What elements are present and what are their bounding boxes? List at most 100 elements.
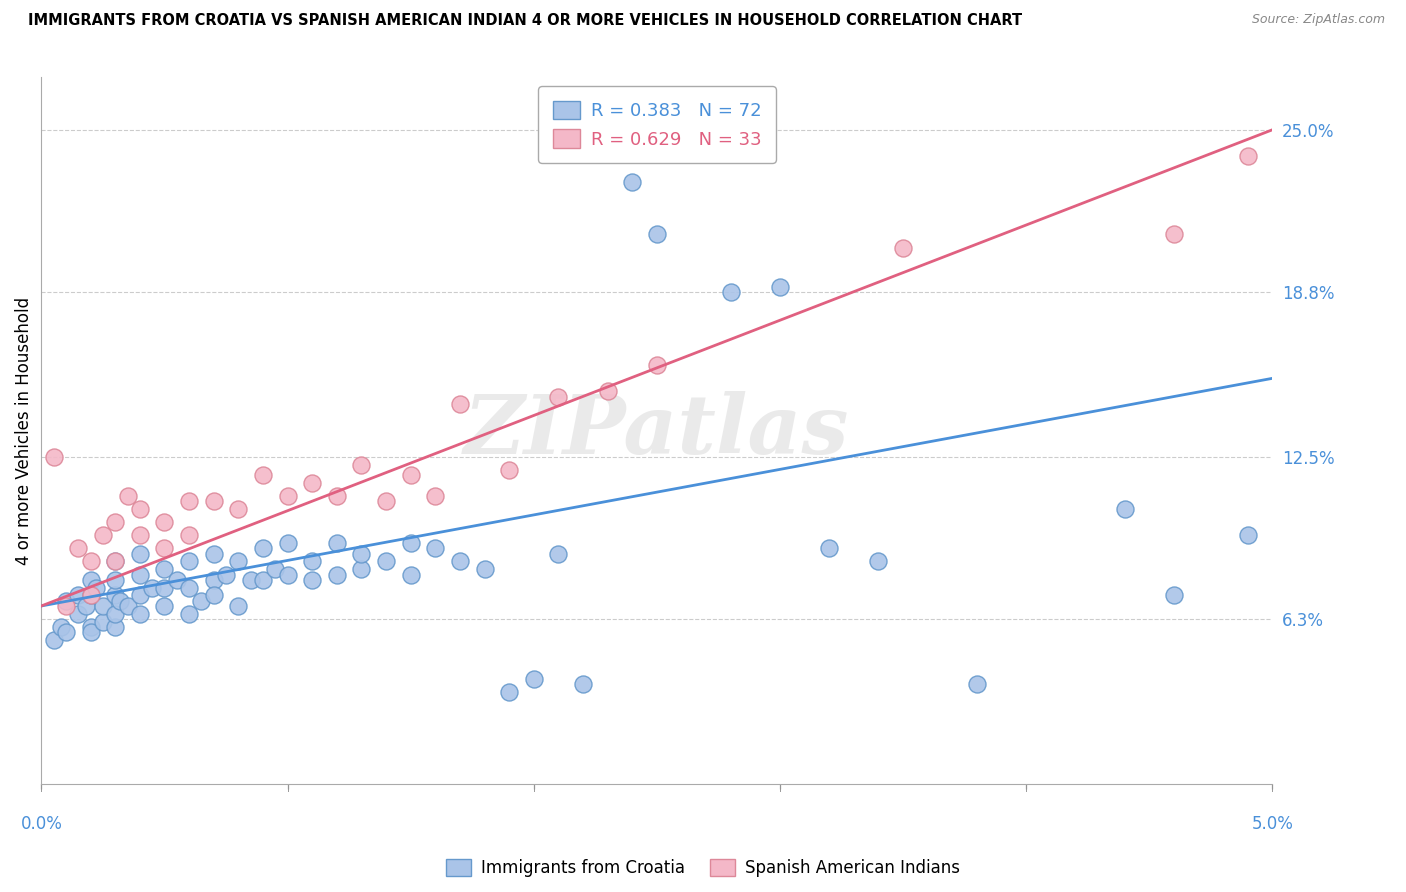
- Point: [49, 620, 72, 634]
- Point: [1114, 502, 1136, 516]
- Text: 0.0%: 0.0%: [21, 815, 62, 833]
- Point: [128, 502, 150, 516]
- Point: [79, 554, 101, 568]
- Point: [104, 554, 127, 568]
- Point: [55, 593, 77, 607]
- Text: Source: ZipAtlas.com: Source: ZipAtlas.com: [1251, 13, 1385, 27]
- Point: [153, 599, 176, 613]
- Point: [177, 581, 200, 595]
- Point: [202, 494, 225, 508]
- Point: [128, 528, 150, 542]
- Point: [153, 541, 176, 556]
- Point: [226, 599, 249, 613]
- Point: [425, 489, 447, 503]
- Point: [177, 528, 200, 542]
- Point: [277, 567, 299, 582]
- Text: ZIPatlas: ZIPatlas: [464, 391, 849, 471]
- Point: [177, 607, 200, 621]
- Point: [117, 599, 139, 613]
- Point: [326, 489, 349, 503]
- Point: [128, 607, 150, 621]
- Point: [547, 390, 569, 404]
- Point: [818, 541, 841, 556]
- Point: [153, 562, 176, 576]
- Point: [572, 677, 595, 691]
- Point: [67, 541, 90, 556]
- Point: [55, 599, 77, 613]
- Legend: Immigrants from Croatia, Spanish American Indians: Immigrants from Croatia, Spanish America…: [439, 852, 967, 884]
- Point: [277, 536, 299, 550]
- Point: [326, 567, 349, 582]
- Point: [621, 175, 644, 189]
- Point: [104, 515, 127, 529]
- Point: [104, 573, 127, 587]
- Point: [79, 573, 101, 587]
- Point: [42, 450, 65, 464]
- Point: [153, 515, 176, 529]
- Point: [79, 625, 101, 640]
- Point: [104, 607, 127, 621]
- Text: 5.0%: 5.0%: [1251, 815, 1294, 833]
- Point: [350, 458, 373, 472]
- Y-axis label: 4 or more Vehicles in Household: 4 or more Vehicles in Household: [15, 297, 32, 565]
- Point: [498, 463, 520, 477]
- Point: [91, 599, 114, 613]
- Point: [55, 625, 77, 640]
- Point: [84, 581, 107, 595]
- Point: [226, 554, 249, 568]
- Point: [252, 541, 274, 556]
- Point: [79, 589, 101, 603]
- Point: [202, 547, 225, 561]
- Point: [252, 468, 274, 483]
- Point: [301, 475, 323, 490]
- Point: [891, 240, 914, 254]
- Point: [301, 554, 323, 568]
- Point: [91, 528, 114, 542]
- Point: [474, 562, 496, 576]
- Point: [264, 562, 287, 576]
- Point: [104, 589, 127, 603]
- Point: [177, 554, 200, 568]
- Legend: R = 0.383   N = 72, R = 0.629   N = 33: R = 0.383 N = 72, R = 0.629 N = 33: [538, 87, 776, 163]
- Point: [42, 632, 65, 647]
- Point: [425, 541, 447, 556]
- Point: [67, 607, 90, 621]
- Point: [1163, 227, 1185, 242]
- Point: [117, 489, 139, 503]
- Point: [215, 567, 238, 582]
- Point: [104, 620, 127, 634]
- Point: [252, 573, 274, 587]
- Point: [547, 547, 569, 561]
- Point: [67, 589, 90, 603]
- Point: [177, 494, 200, 508]
- Point: [523, 672, 546, 686]
- Point: [1236, 528, 1258, 542]
- Point: [449, 554, 471, 568]
- Point: [91, 615, 114, 629]
- Point: [966, 677, 988, 691]
- Point: [350, 562, 373, 576]
- Point: [153, 581, 176, 595]
- Point: [769, 279, 792, 293]
- Point: [399, 468, 422, 483]
- Point: [326, 536, 349, 550]
- Point: [128, 547, 150, 561]
- Point: [301, 573, 323, 587]
- Point: [1236, 149, 1258, 163]
- Point: [239, 573, 262, 587]
- Point: [645, 227, 668, 242]
- Point: [79, 620, 101, 634]
- Point: [75, 599, 97, 613]
- Point: [108, 593, 131, 607]
- Point: [277, 489, 299, 503]
- Point: [350, 547, 373, 561]
- Point: [645, 358, 668, 372]
- Point: [166, 573, 188, 587]
- Point: [375, 494, 398, 508]
- Point: [720, 285, 742, 299]
- Text: IMMIGRANTS FROM CROATIA VS SPANISH AMERICAN INDIAN 4 OR MORE VEHICLES IN HOUSEHO: IMMIGRANTS FROM CROATIA VS SPANISH AMERI…: [28, 13, 1022, 29]
- Point: [868, 554, 890, 568]
- Point: [399, 536, 422, 550]
- Point: [375, 554, 398, 568]
- Point: [79, 589, 101, 603]
